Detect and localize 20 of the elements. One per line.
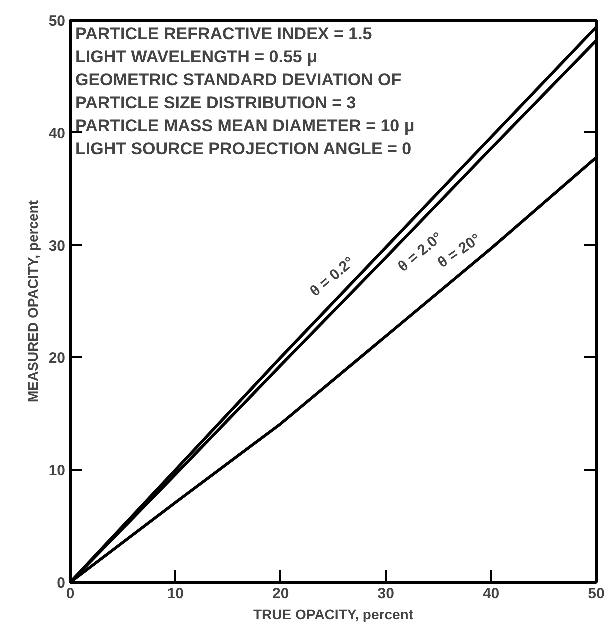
x-tick-label: 50 [588,586,605,602]
annotation: GEOMETRIC STANDARD DEVIATION OF [76,70,402,90]
annotation: LIGHT WAVELENGTH = 0.55 μ [76,48,318,66]
annotation: LIGHT SOURCE PROJECTION ANGLE = 0 [76,140,412,158]
annotation: PARTICLE MASS MEAN DIAMETER = 10 μ [76,116,415,136]
y-tick-label: 30 [48,238,66,255]
x-tick-label: 10 [167,586,184,602]
x-axis-title: TRUE OPACITY, percent [254,606,414,622]
annotation: PARTICLE REFRACTIVE INDEX = 1.5 [76,24,372,44]
y-tick-label: 40 [48,125,66,142]
text: θ = 0.2° [307,254,358,300]
annotation: PARTICLE SIZE DISTRIBUTION = 3 [76,94,356,112]
x-tick-label: 30 [378,586,394,602]
y-tick-label: 20 [48,350,66,368]
y-axis-title: MEASURED OPACITY, percent [24,200,41,402]
x-tick-label: 20 [272,586,290,602]
y-tick-label: 50 [48,13,66,30]
y-tick-label: 0 [57,575,66,592]
x-tick-label: 40 [482,586,500,602]
y-tick-label: 10 [48,462,66,480]
